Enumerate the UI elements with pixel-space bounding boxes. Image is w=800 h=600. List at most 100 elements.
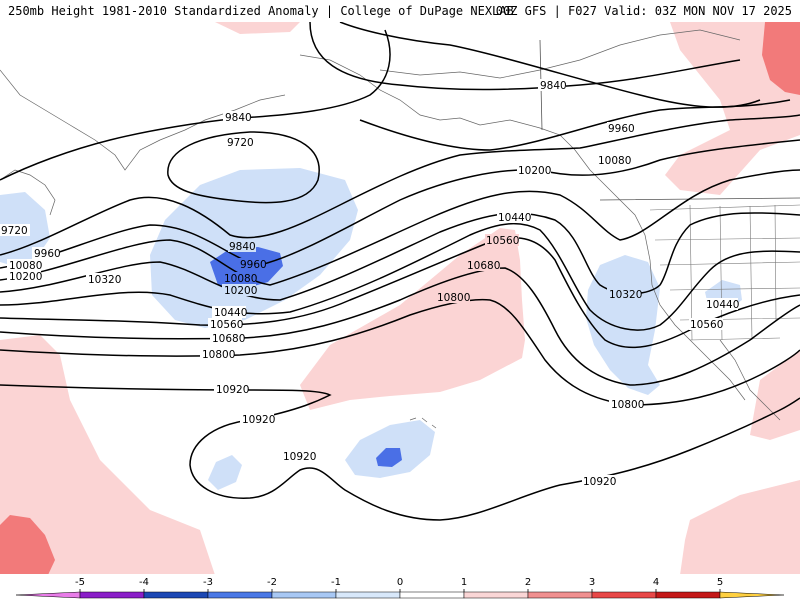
label-10560-a: 10560 [485, 234, 519, 247]
svg-text:10800: 10800 [611, 399, 644, 411]
legend-swatch [655, 591, 721, 599]
contour-10920-south [189, 397, 800, 521]
svg-text:10200: 10200 [9, 271, 42, 283]
label-10080-a: 10080 [597, 154, 631, 167]
contour-10080 [0, 139, 800, 269]
strong-anomaly-northeast [762, 22, 800, 95]
svg-text:10320: 10320 [88, 274, 121, 286]
label-10440-a: 10440 [497, 211, 531, 224]
svg-text:10200: 10200 [224, 285, 257, 297]
map-header: 250mb Height 1981-2010 Standardized Anom… [0, 0, 800, 22]
label-10080-c: 10080 [222, 272, 257, 285]
legend-colorbar [15, 591, 785, 599]
svg-text:10320: 10320 [609, 289, 642, 301]
label-9840-b: 9840 [538, 79, 567, 92]
svg-text:9960: 9960 [240, 259, 267, 271]
svg-text:10920: 10920 [583, 476, 616, 488]
svg-text:9840: 9840 [225, 112, 252, 124]
svg-text:10800: 10800 [437, 292, 470, 304]
contour-9840-main-2 [359, 99, 791, 151]
label-10200-c: 10200 [222, 284, 257, 297]
anomaly-legend: -5 -4 -3 -2 -1 0 1 2 3 4 5 [15, 577, 785, 599]
label-10920-b: 10920 [240, 413, 275, 426]
label-10560-c: 10560 [689, 318, 723, 331]
kamchatka-coast [0, 169, 56, 216]
mexico-coast [719, 339, 781, 421]
label-9960-a: 9960 [607, 122, 635, 135]
svg-text:10440: 10440 [706, 299, 739, 311]
legend-tick-label: 1 [461, 577, 467, 588]
svg-text:10200: 10200 [518, 165, 551, 177]
anomaly-subtropical-west [208, 455, 242, 490]
svg-text:9960: 9960 [34, 248, 61, 260]
us-state-borders [649, 204, 800, 341]
contour-labels: 9840 9720 9720 9840 9840 9960 9960 9960 … [0, 79, 739, 488]
label-9960-c: 9960 [238, 258, 267, 271]
legend-tick-label: -3 [203, 577, 213, 588]
legend-tick-labels: -5 -4 -3 -2 -1 0 1 2 3 4 5 [75, 577, 723, 592]
svg-text:10680: 10680 [212, 333, 245, 345]
anomaly-region-southwest [0, 335, 215, 574]
label-10320-a: 10320 [86, 273, 121, 286]
label-10560-b: 10560 [208, 318, 243, 331]
svg-text:10080: 10080 [224, 273, 257, 285]
label-10920-a: 10920 [214, 383, 249, 396]
label-9720-b: 9720 [0, 224, 30, 237]
svg-text:10440: 10440 [498, 212, 531, 224]
legend-swatch [463, 591, 529, 599]
label-10800-b: 10800 [200, 348, 235, 361]
contour-9720-north [309, 22, 741, 91]
legend-swatch [527, 591, 593, 599]
svg-text:10680: 10680 [467, 260, 500, 272]
svg-text:10920: 10920 [242, 414, 275, 426]
contour-9960-main [0, 114, 800, 256]
svg-text:10560: 10560 [690, 319, 723, 331]
svg-text:9960: 9960 [608, 123, 635, 135]
label-10920-d: 10920 [582, 475, 616, 488]
svg-text:10920: 10920 [283, 451, 316, 463]
strong-anomaly-southwest [0, 515, 55, 574]
legend-swatch [591, 591, 657, 599]
legend-swatch [335, 591, 401, 599]
svg-text:10080: 10080 [9, 260, 42, 272]
label-9840-c: 9840 [228, 240, 256, 253]
label-9720-a: 9720 [225, 136, 254, 149]
hawaii-islands [409, 417, 437, 429]
legend-extend-high [719, 591, 785, 599]
label-10680-b: 10680 [210, 332, 245, 345]
na-west-coast [599, 179, 746, 401]
legend-swatch [271, 591, 337, 599]
legend-tick-label: 5 [717, 577, 723, 588]
legend-tick-label: -5 [75, 577, 85, 588]
svg-text:10560: 10560 [210, 319, 243, 331]
legend-tick-label: 0 [397, 577, 403, 588]
strong-positive-anomaly-shading [0, 22, 800, 574]
contour-10320 [0, 212, 800, 301]
subtropical-low-core [376, 448, 402, 467]
anomaly-west-coast [586, 255, 660, 395]
positive-anomaly-shading [0, 22, 800, 574]
legend-extend-low [15, 591, 81, 599]
svg-text:10080: 10080 [598, 155, 631, 167]
legend-tick-label: -2 [267, 577, 277, 588]
svg-text:10920: 10920 [216, 384, 249, 396]
legend-tick-label: -1 [331, 577, 341, 588]
svg-text:9840: 9840 [540, 80, 567, 92]
legend-swatch [143, 591, 209, 599]
svg-text:9840: 9840 [229, 241, 256, 253]
alaska-coast [299, 54, 601, 181]
label-10920-c: 10920 [282, 450, 316, 463]
anomaly-region-east-coast [750, 350, 800, 440]
legend-swatch [399, 591, 465, 599]
label-9960-b: 9960 [32, 247, 61, 260]
label-10320-b: 10320 [607, 288, 642, 301]
legend-swatch [207, 591, 273, 599]
model-run-info: 00Z GFS | F027 Valid: 03Z MON NOV 17 202… [495, 4, 792, 18]
height-contours [0, 22, 800, 521]
anomaly-region-top-north [215, 22, 300, 34]
label-10800-a: 10800 [436, 291, 470, 304]
label-10200-b: 10200 [7, 270, 42, 283]
anomaly-map: 9840 9720 9720 9840 9840 9960 9960 9960 … [0, 22, 800, 574]
label-10200-a: 10200 [517, 164, 551, 177]
legend-tick-label: 2 [525, 577, 531, 588]
